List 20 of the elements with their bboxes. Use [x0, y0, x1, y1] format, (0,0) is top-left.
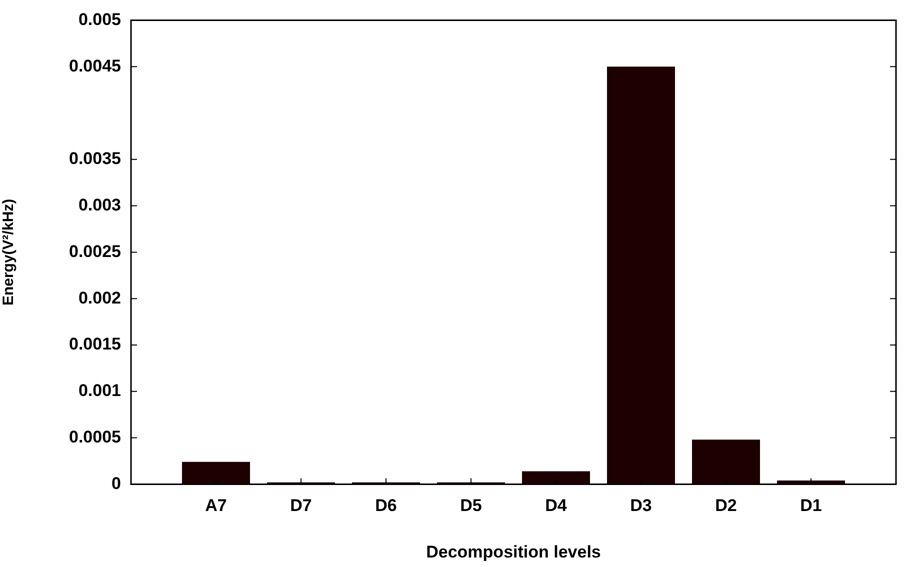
- x-tick-label: D2: [715, 496, 737, 516]
- y-axis-title: Energy(V²/kHz): [0, 198, 18, 306]
- x-tick-label: D6: [375, 496, 397, 516]
- x-tick-label: D7: [290, 496, 312, 516]
- x-axis-title: Decomposition levels: [426, 542, 601, 562]
- y-tick-label: 0.003: [78, 195, 121, 214]
- y-tick-label: 0.002: [78, 288, 121, 308]
- y-tick-label: 0.001: [78, 381, 121, 400]
- x-tick-label: D3: [630, 496, 652, 516]
- y-tick-label: 0.0025: [69, 242, 121, 261]
- x-tick-label: D5: [460, 496, 482, 516]
- x-tick-label: A7: [205, 496, 227, 516]
- x-tick-label: D4: [545, 496, 568, 516]
- y-tick-label: 0: [112, 474, 121, 493]
- y-tick-label: 0.0035: [69, 149, 121, 168]
- x-tick-label: D1: [800, 496, 822, 516]
- y-tick-label: 0.0005: [69, 427, 121, 446]
- y-tick-label: 0.005: [78, 10, 121, 29]
- y-tick-label: 0.0015: [69, 334, 121, 354]
- y-tick-label: 0.0045: [69, 56, 121, 76]
